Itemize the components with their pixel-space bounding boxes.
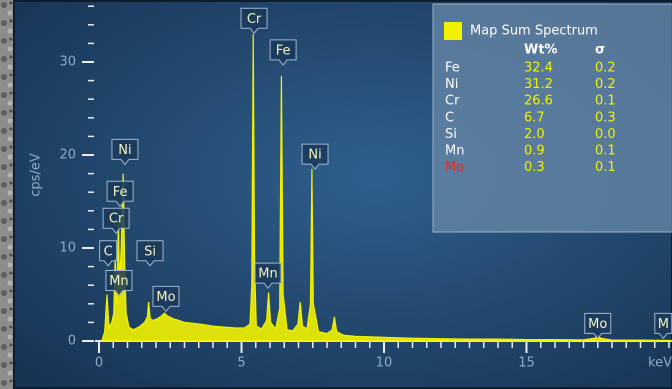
legend-element: C — [445, 110, 454, 125]
peak-label: Mo — [588, 317, 607, 332]
peak-label-box — [254, 262, 282, 289]
peak-label: Ni — [118, 143, 131, 158]
plot-area: 0 5 10 150102030keVcps/eVCrFeNiNiFeCrCMnSiM… — [29, 5, 672, 371]
spectrum-area — [100, 34, 672, 342]
legend-wt: 2.0 — [524, 127, 545, 142]
x-tick-label: 15 — [518, 356, 535, 371]
y-tick-label: 30 — [59, 55, 76, 70]
legend-element: Mo — [445, 160, 464, 175]
peak-label: Mn — [109, 274, 128, 289]
image-strip — [0, 0, 14, 389]
y-tick-label: 0 — [68, 334, 76, 349]
x-axis-label: keV — [648, 356, 672, 371]
legend-sigma: 0.2 — [595, 61, 616, 76]
y-tick-label: 10 — [59, 241, 76, 256]
legend-sigma: 0.3 — [595, 110, 616, 125]
peak-label: M — [658, 317, 669, 332]
peak-label: Cr — [109, 212, 124, 227]
x-tick-label: 10 — [376, 356, 393, 371]
peak-label: Mo — [156, 290, 175, 305]
peak-label: C — [104, 244, 113, 259]
legend-header: Wt% — [524, 43, 558, 58]
legend-wt: 32.4 — [524, 61, 553, 76]
legend-sigma: 0.1 — [595, 144, 616, 159]
peak-label-box — [152, 285, 180, 313]
legend-element: Fe — [445, 61, 460, 76]
legend-header: σ — [595, 43, 605, 58]
peak-label-box — [240, 7, 268, 35]
peak-label: Si — [144, 244, 156, 259]
peak-label-box — [105, 270, 133, 297]
peak-label-box — [111, 138, 139, 166]
legend-sigma: 0.1 — [595, 160, 616, 175]
legend-wt: 26.6 — [524, 94, 553, 109]
legend-element: Mn — [445, 144, 464, 159]
peak-label: Fe — [113, 185, 128, 200]
legend-element: Si — [445, 127, 457, 142]
legend-wt: 0.9 — [524, 144, 545, 159]
y-axis-label: cps/eV — [29, 153, 44, 197]
legend-sigma: 0.2 — [595, 77, 616, 92]
legend-swatch — [444, 22, 462, 40]
legend-wt: 0.3 — [524, 160, 545, 175]
peak-label-box — [102, 207, 130, 235]
peak-label-box — [136, 240, 164, 267]
peak-label-box — [301, 143, 329, 170]
legend-wt: 6.7 — [524, 110, 545, 125]
peak-label-box — [269, 39, 297, 66]
peak-label-box — [106, 180, 134, 208]
legend-title: Map Sum Spectrum — [470, 24, 598, 39]
legend-element: Cr — [445, 94, 460, 109]
peak-label: Mn — [258, 267, 277, 282]
x-tick-label: 0 — [95, 356, 103, 371]
peak-label: Cr — [247, 12, 262, 27]
peak-label-box — [584, 312, 612, 340]
peak-label: Fe — [276, 43, 291, 58]
y-tick-label: 20 — [59, 148, 76, 163]
peak-label-box — [99, 240, 118, 267]
legend-sigma: 0.1 — [595, 94, 616, 109]
legend-wt: 31.2 — [524, 77, 553, 92]
legend-box — [432, 3, 672, 233]
legend-element: Ni — [445, 77, 458, 92]
legend-sigma: 0.0 — [595, 127, 616, 142]
peak-label: Ni — [308, 148, 321, 163]
x-tick-label: 5 — [237, 356, 245, 371]
